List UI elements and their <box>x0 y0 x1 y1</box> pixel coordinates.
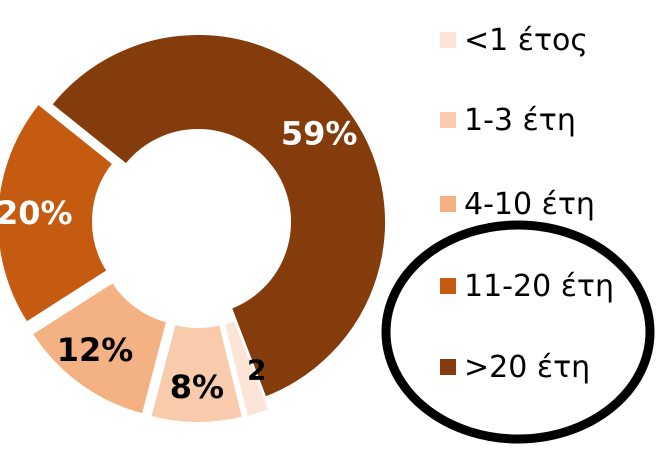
slice-4-10-years <box>30 280 169 416</box>
legend-swatch <box>440 32 456 48</box>
data-label-gt20-years: 59% <box>281 115 358 153</box>
legend-label: >20 έτη <box>464 349 591 385</box>
legend-item-gt20: >20 έτη <box>440 347 590 387</box>
legend-label: 4-10 έτη <box>464 186 595 222</box>
legend-swatch <box>440 196 456 212</box>
slice-gt20-years <box>49 33 388 399</box>
slice-11-20-years <box>0 102 115 324</box>
legend-label: 1-3 έτη <box>464 102 576 138</box>
data-label-1-3-years: 8% <box>170 368 224 406</box>
legend-item-11-20: 11-20 έτη <box>440 266 614 306</box>
legend-swatch <box>440 112 456 128</box>
slice-lt1-year <box>222 319 271 419</box>
legend-item-4-10: 4-10 έτη <box>440 184 595 224</box>
data-label-4-10-years: 12% <box>57 331 134 369</box>
legend-item-1-3: 1-3 έτη <box>440 100 576 140</box>
data-label-11-20-years: 20% <box>0 194 73 232</box>
legend-label: <1 έτος <box>464 22 588 58</box>
legend-swatch <box>440 278 456 294</box>
annotation-ellipse <box>381 220 655 444</box>
data-label-lt1-year: 2 <box>247 353 266 386</box>
legend-item-lt1: <1 έτος <box>440 20 588 60</box>
legend-swatch <box>440 359 456 375</box>
legend-label: 11-20 έτη <box>464 268 614 304</box>
slice-1-3-years <box>149 322 245 424</box>
